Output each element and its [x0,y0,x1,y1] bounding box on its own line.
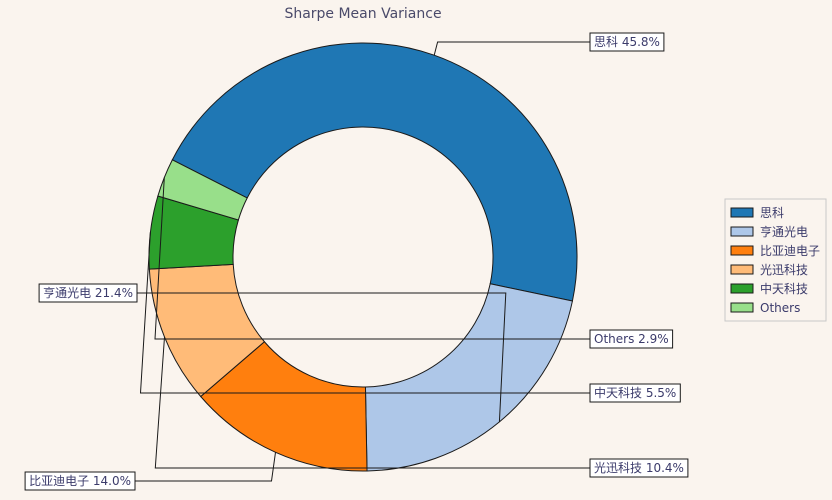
legend-swatch-2 [730,245,754,256]
slice-label-box-2 [24,471,136,491]
legend-swatch-5 [730,302,754,313]
slice-label-5: Others 2.9% [589,329,674,349]
legend-item-4: 中天科技 [730,281,808,296]
slice-label-box-1 [38,283,138,303]
slice-label-box-0 [589,32,665,52]
legend-item-0: 思科 [730,206,784,220]
legend-swatch-3 [730,264,754,275]
slice-label-text-4: 中天科技 5.5% [594,385,676,400]
legend-swatch-1 [730,226,754,237]
slice-0 [171,42,578,302]
leader-line-4 [139,232,590,394]
slice-label-3: 光迅科技 10.4% [589,458,689,478]
leader-line-2 [135,452,276,482]
slice-label-text-1: 亨通光电 21.4% [43,285,133,300]
slice-label-0: 思科 45.8% [589,32,665,52]
legend-item-5: Others [730,301,800,315]
slice-label-box-5 [589,329,674,349]
legend-item-2: 比亚迪电子 [730,244,820,258]
leader-line-1 [137,292,507,422]
slice-label-text-3: 光迅科技 10.4% [594,461,684,475]
slice-label-4: 中天科技 5.5% [589,383,681,403]
legend-swatch-4 [730,283,754,294]
slices-group [148,42,578,472]
legend-label-0: 思科 [760,206,784,220]
legend-label-1: 亨通光电 [760,224,808,239]
chart-title: Sharpe Mean Variance [284,6,441,22]
slice-label-text-2: 比亚迪电子 14.0% [29,474,131,488]
legend-item-3: 光迅科技 [730,263,808,277]
leader-line-5 [154,177,590,340]
leader-line-3 [154,336,590,469]
slice-labels-group: 思科 45.8% 亨通光电 21.4% 比亚迪电子 14.0% 光迅科技 10.4% 中… [24,32,689,491]
slice-label-box-4 [589,383,681,403]
legend-swatch-0 [730,207,754,218]
legend-label-2: 比亚迪电子 [760,244,820,258]
legend-label-3: 光迅科技 [760,263,808,277]
slice-label-box-3 [589,458,689,478]
leader-line-0 [433,41,590,56]
slice-label-text-5: Others 2.9% [594,332,669,346]
legend-item-1: 亨通光电 [730,224,808,239]
leader-lines-group [135,41,590,482]
legend-label-5: Others [760,301,800,315]
legend-frame [724,198,827,322]
slice-label-2: 比亚迪电子 14.0% [24,471,136,491]
slice-label-text-0: 思科 45.8% [594,35,660,49]
slice-5 [157,159,248,221]
slice-1 [364,283,574,472]
slice-label-1: 亨通光电 21.4% [38,283,138,303]
legend-label-4: 中天科技 [760,281,808,296]
